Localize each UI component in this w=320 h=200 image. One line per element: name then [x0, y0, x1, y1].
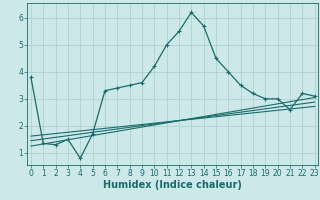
X-axis label: Humidex (Indice chaleur): Humidex (Indice chaleur)	[103, 180, 242, 190]
